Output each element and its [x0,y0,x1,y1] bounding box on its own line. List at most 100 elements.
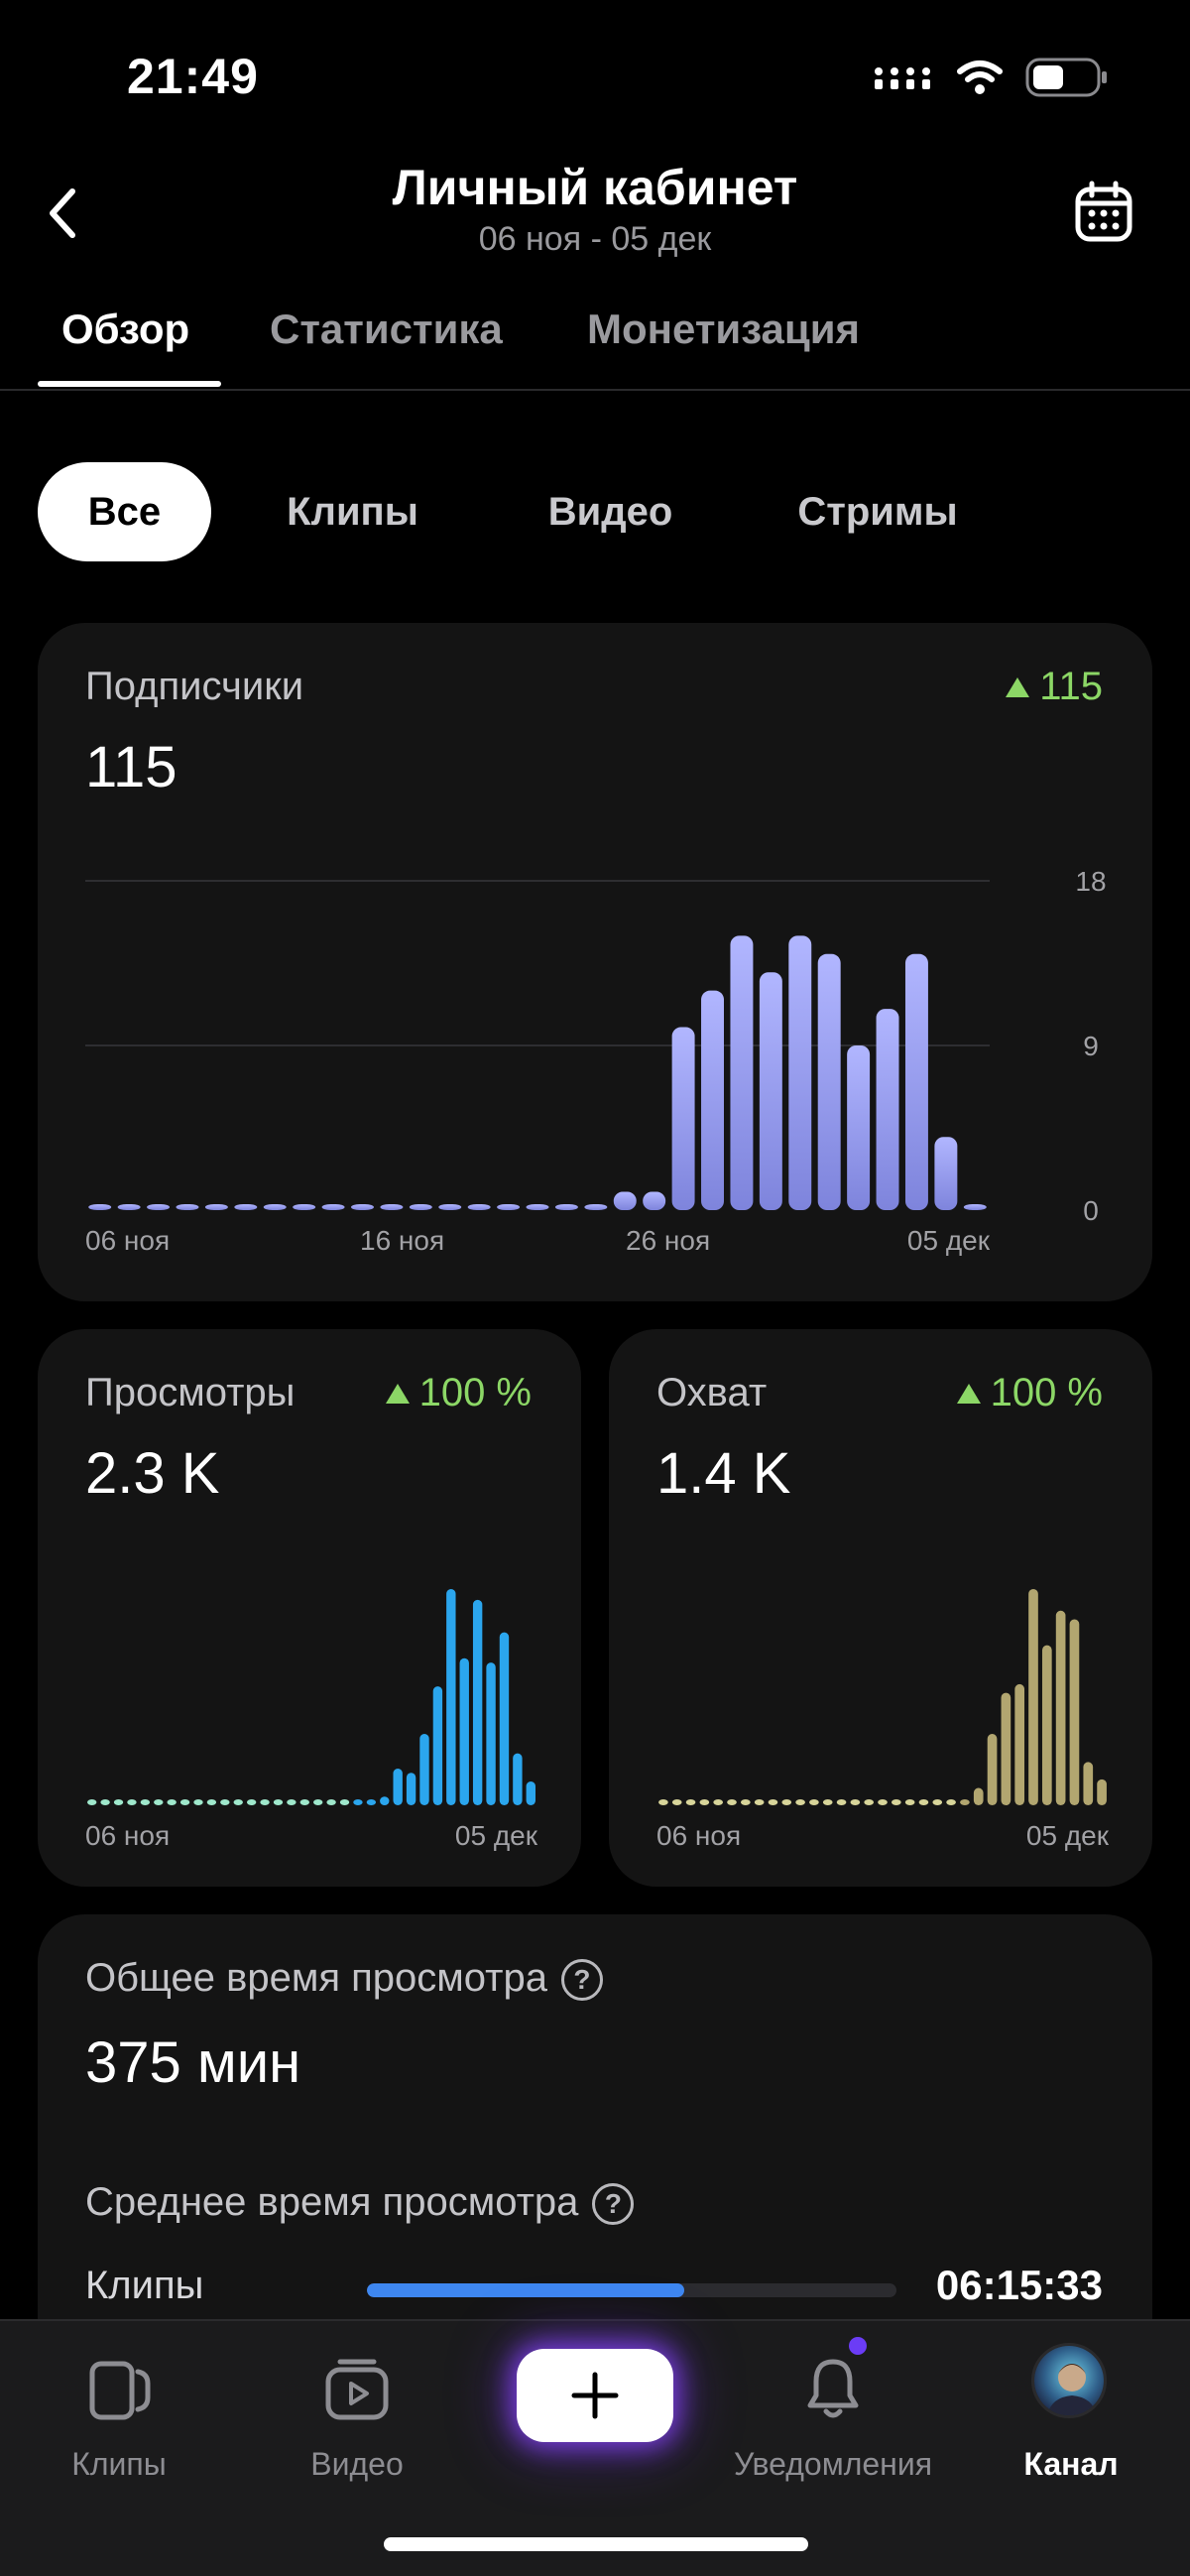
bar [904,953,928,1210]
bar [339,1799,350,1805]
total-watch-time-value: 375 мин [85,2030,301,2095]
nav-clips-label: Клипы [71,2446,167,2482]
bar [380,1796,390,1805]
x-tick-label: 06 ноя [85,1225,170,1256]
bar [963,1204,987,1210]
back-button[interactable] [38,179,87,248]
bar [393,1768,403,1805]
bell-icon [793,2349,873,2428]
bar [204,1204,228,1210]
bar [293,1204,316,1210]
y-tick-label: 9 [1083,1031,1099,1061]
wifi-icon [957,61,1003,94]
bar [701,990,724,1210]
bar [1069,1619,1080,1805]
bar [795,1799,805,1805]
nav-channel-label: Канал [1023,2446,1119,2482]
bar [409,1204,432,1210]
help-icon[interactable]: ? [560,1959,603,2002]
bar [864,1799,875,1805]
reach-card[interactable]: Охват 100 % 1.4 K 06 ноя 05 дек [609,1329,1152,1887]
notification-dot [849,2337,867,2355]
nav-clips[interactable]: Клипы [0,2321,238,2519]
tab-overview[interactable]: Обзор [61,306,190,352]
bar [127,1799,137,1805]
bar [1001,1692,1012,1805]
avg-watch-time-label: Среднее время просмотра? [85,2180,635,2226]
bar [526,1781,536,1805]
plus-icon [571,2372,619,2419]
bar [788,935,812,1210]
bar [419,1734,429,1805]
reach-label: Охват [656,1371,768,1414]
bar [1014,1683,1025,1805]
content-filter: Все Клипы Видео Стримы [38,462,1152,561]
bar [260,1799,270,1805]
bar [263,1204,287,1210]
reach-delta-value: 100 % [990,1371,1103,1414]
bar [973,1787,984,1805]
bar [759,972,782,1210]
filter-all[interactable]: Все [38,462,211,561]
add-button[interactable] [517,2349,673,2442]
arrow-up-icon [385,1383,410,1404]
bar [438,1204,462,1210]
nav-video[interactable]: Видео [238,2321,476,2519]
bar [326,1799,336,1805]
filter-clips[interactable]: Клипы [287,489,418,534]
bar [934,1137,958,1210]
bar [554,1204,578,1210]
bar [836,1799,847,1805]
bar [987,1734,998,1805]
bar [351,1204,374,1210]
bar [822,1799,833,1805]
date-range: 06 ноя - 05 дек [478,220,712,258]
bar [499,1632,510,1805]
calendar-icon [1075,181,1132,242]
bar [584,1204,608,1210]
bar [100,1799,110,1805]
bar [459,1657,469,1805]
filter-video[interactable]: Видео [547,489,673,534]
subscribers-card[interactable]: Подписчики 115 115 0 9 18 06 ноя 16 ноя 26 но… [38,623,1152,1301]
bar [847,1045,871,1210]
bar [147,1204,171,1210]
bar [193,1799,203,1805]
views-card[interactable]: Просмотры 100 % 2.3 K 06 ноя 05 дек [38,1329,581,1887]
chevron-left-icon [50,188,75,238]
bar [273,1799,284,1805]
x-tick-label: 05 дек [455,1820,538,1851]
x-tick-label: 26 ноя [626,1225,710,1256]
help-icon[interactable]: ? [592,2183,635,2226]
x-tick-label: 16 ноя [360,1225,444,1256]
views-label: Просмотры [85,1371,296,1414]
bar [486,1662,496,1805]
calendar-button[interactable] [1069,177,1138,246]
nav-notifications[interactable]: Уведомления [714,2321,952,2519]
bar [754,1799,765,1805]
bar [154,1799,164,1805]
bar [671,1799,682,1805]
views-value: 2.3 K [85,1441,220,1506]
bar [88,1204,112,1210]
bar [876,1009,899,1210]
views-chart: 06 ноя 05 дек [85,1589,538,1851]
subscribers-label: Подписчики [85,665,304,708]
tab-statistics[interactable]: Статистика [270,306,503,352]
bar [727,1799,737,1805]
bar [234,1204,258,1210]
bar [809,1799,819,1805]
video-icon [317,2349,397,2428]
bar [671,1027,695,1210]
x-tick-label: 06 ноя [85,1820,170,1851]
nav-channel[interactable]: Канал [952,2321,1190,2519]
avatar[interactable] [1031,2343,1107,2418]
filter-streams[interactable]: Стримы [797,489,958,534]
tab-monetization[interactable]: Монетизация [587,306,861,352]
reach-chart: 06 ноя 05 дек [656,1589,1110,1851]
bar [904,1799,915,1805]
avg-row-value: 06:15:33 [935,2262,1103,2308]
bar [526,1204,549,1210]
subscribers-delta-value: 115 [1039,665,1103,708]
bar [817,953,841,1210]
